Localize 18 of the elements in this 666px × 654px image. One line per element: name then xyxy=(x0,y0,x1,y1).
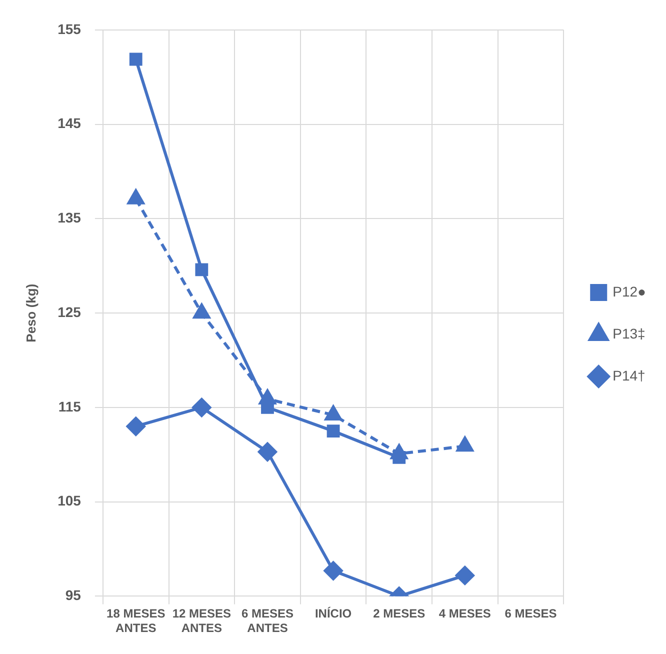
x-tick-label: 2 MESES xyxy=(373,606,426,621)
y-tick-label: 145 xyxy=(58,115,82,132)
x-tick-label: 4 MESES xyxy=(438,606,491,621)
y-tick-label: 125 xyxy=(58,304,82,320)
y-tick-label: 95 xyxy=(65,587,82,604)
legend-label: P12● xyxy=(612,283,646,300)
x-tick-label: 6 MESES ANTES xyxy=(241,606,294,636)
y-tick-label: 135 xyxy=(58,210,82,226)
y-tick-label: 115 xyxy=(58,398,82,414)
x-tick-label: 12 MESES ANTES xyxy=(172,606,232,636)
y-axis-title: Peso (kg) xyxy=(23,284,38,342)
x-tick-label: 6 MESES xyxy=(504,606,557,621)
legend-label: P13‡ xyxy=(612,325,646,342)
legend-label: P14† xyxy=(612,367,646,384)
y-tick-label: 155 xyxy=(58,20,82,37)
x-tick-label: INÍCIO xyxy=(314,606,352,621)
y-tick-label: 105 xyxy=(58,492,82,509)
x-tick-label: 18 MESES ANTES xyxy=(106,606,166,636)
